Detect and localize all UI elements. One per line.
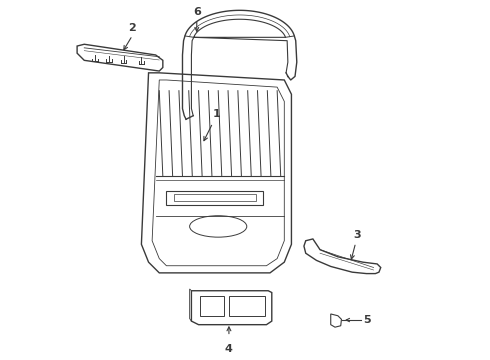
Text: 6: 6 bbox=[193, 7, 201, 17]
Text: 1: 1 bbox=[213, 109, 220, 119]
Text: 4: 4 bbox=[225, 344, 233, 354]
Text: 5: 5 bbox=[363, 315, 370, 325]
Text: 2: 2 bbox=[128, 23, 136, 33]
Text: 3: 3 bbox=[354, 230, 361, 240]
